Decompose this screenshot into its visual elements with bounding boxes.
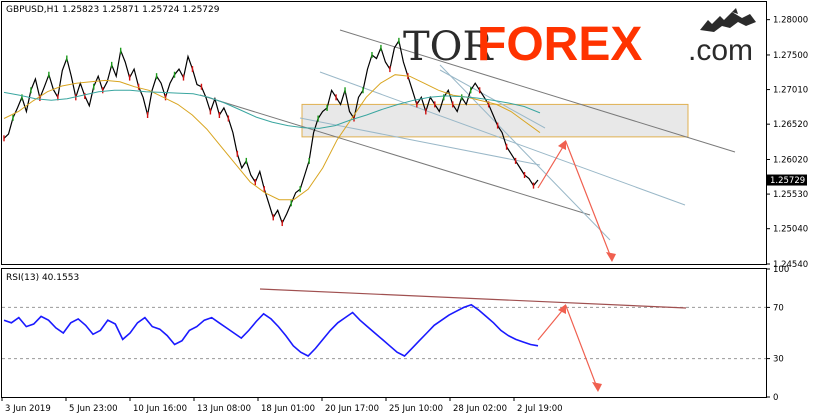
forecast-arrowhead: [592, 382, 602, 392]
watermark-dotcom: .com: [688, 34, 753, 67]
price-tick-label: 1.24540: [773, 260, 808, 270]
rsi-panel-frame: [1, 268, 767, 398]
rsi-panel: [2, 288, 766, 392]
channel-line: [439, 69, 546, 129]
channel-line: [339, 29, 736, 153]
price-panel: [3, 29, 736, 262]
price-y-axis: 1.28000 1.27500 1.27010 1.26520 1.26020 1.255…: [766, 16, 808, 270]
price-tick-label: 1.25040: [773, 225, 808, 235]
channel-line: [199, 94, 591, 216]
bull-bear-icon: [700, 8, 756, 32]
time-x-axis: 3 Jun 2019 5 Jun 23:00 10 Jun 16:00 13 Jun …: [1, 397, 563, 414]
moving-average-line: [3, 74, 541, 201]
price-header: GBPUSD,H1 1.25823 1.25871 1.25724 1.2572…: [6, 5, 220, 15]
rsi-header: RSI(13) 40.1553: [6, 273, 79, 283]
current-price-label: 1.25729: [770, 176, 805, 186]
price-tick-label: 1.28000: [773, 16, 808, 26]
time-tick-label: 3 Jun 2019: [5, 404, 51, 414]
channel-line: [439, 64, 611, 241]
price-tick-label: 1.27500: [773, 51, 808, 61]
channel-line: [299, 117, 541, 166]
price-tick-label: 1.26520: [773, 120, 808, 130]
watermark-tor: TOR: [403, 24, 494, 70]
rsi-tick-label: 0: [773, 393, 778, 403]
rsi-trend-line: [259, 288, 687, 309]
time-tick-label: 20 Jun 17:00: [325, 404, 379, 414]
channel-line: [319, 71, 686, 206]
forecast-arrowhead: [558, 140, 566, 150]
moving-average-line: [3, 89, 541, 129]
rsi-y-axis: 100 70 30 0: [766, 265, 789, 403]
rsi-tick-label: 30: [773, 355, 784, 365]
time-tick-label: 18 Jun 01:00: [261, 404, 315, 414]
price-tick-label: 1.26020: [773, 155, 808, 165]
price-tick-label: 1.25530: [773, 190, 808, 200]
time-tick-label: 13 Jun 08:00: [197, 404, 251, 414]
time-tick-label: 25 Jun 10:00: [389, 404, 443, 414]
rsi-tick-label: 100: [773, 265, 789, 275]
forecast-arrowhead: [606, 252, 616, 262]
time-tick-label: 5 Jun 23:00: [69, 404, 118, 414]
price-series-line: [3, 39, 539, 225]
price-tick-label: 1.27010: [773, 86, 808, 96]
current-price-tag: 1.25729: [767, 174, 807, 186]
torforex-watermark: TOR FOREX .com: [403, 8, 756, 71]
time-tick-label: 28 Jun 02:00: [453, 404, 507, 414]
rsi-tick-label: 70: [773, 303, 784, 313]
rsi-series-line: [3, 303, 539, 357]
time-tick-label: 10 Jun 16:00: [133, 404, 187, 414]
watermark-forex: FOREX: [477, 18, 642, 71]
forecast-arrowhead: [558, 304, 566, 314]
time-tick-label: 2 Jul 19:00: [517, 404, 563, 414]
